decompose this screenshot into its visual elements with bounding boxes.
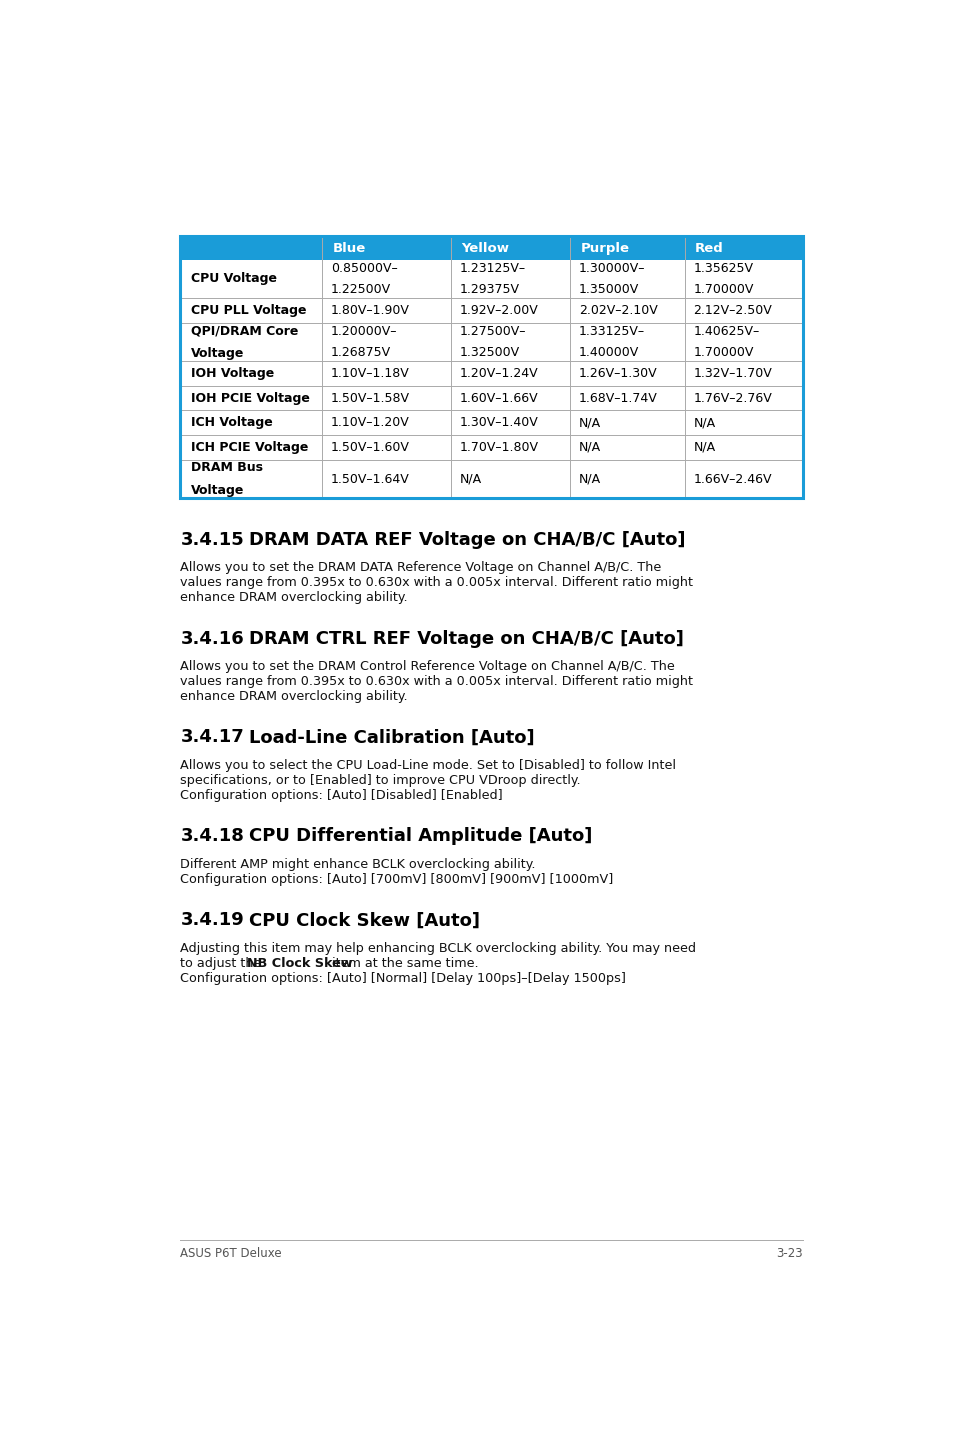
Text: Allows you to set the DRAM Control Reference Voltage on Channel A/B/C. The: Allows you to set the DRAM Control Refer… bbox=[180, 660, 675, 673]
Bar bbox=[180, 298, 802, 322]
Text: 1.68V–1.74V: 1.68V–1.74V bbox=[578, 391, 657, 404]
Text: 1.23125V–: 1.23125V– bbox=[459, 262, 525, 275]
Text: Red: Red bbox=[695, 242, 723, 255]
Text: 1.27500V–: 1.27500V– bbox=[459, 325, 525, 338]
Text: 1.32V–1.70V: 1.32V–1.70V bbox=[693, 367, 772, 380]
Text: 1.35625V: 1.35625V bbox=[693, 262, 753, 275]
Text: N/A: N/A bbox=[693, 417, 715, 430]
Text: Allows you to select the CPU Load-Line mode. Set to [Disabled] to follow Intel: Allows you to select the CPU Load-Line m… bbox=[180, 759, 676, 772]
Text: Yellow: Yellow bbox=[460, 242, 509, 255]
Text: 1.32500V: 1.32500V bbox=[459, 347, 519, 360]
Text: values range from 0.395x to 0.630x with a 0.005x interval. Different ratio might: values range from 0.395x to 0.630x with … bbox=[180, 577, 693, 590]
Bar bbox=[180, 460, 802, 499]
Text: 1.76V–2.76V: 1.76V–2.76V bbox=[693, 391, 772, 404]
Text: ICH PCIE Voltage: ICH PCIE Voltage bbox=[191, 441, 308, 454]
Text: 2.12V–2.50V: 2.12V–2.50V bbox=[693, 303, 772, 316]
Text: Allows you to set the DRAM DATA Reference Voltage on Channel A/B/C. The: Allows you to set the DRAM DATA Referenc… bbox=[180, 561, 661, 574]
Text: IOH Voltage: IOH Voltage bbox=[191, 367, 274, 380]
Text: 1.50V–1.64V: 1.50V–1.64V bbox=[331, 473, 409, 486]
Text: to adjust the: to adjust the bbox=[180, 958, 266, 971]
Text: CPU PLL Voltage: CPU PLL Voltage bbox=[191, 303, 306, 316]
Text: 1.66V–2.46V: 1.66V–2.46V bbox=[693, 473, 771, 486]
Text: enhance DRAM overclocking ability.: enhance DRAM overclocking ability. bbox=[180, 690, 408, 703]
Text: 2.02V–2.10V: 2.02V–2.10V bbox=[578, 303, 657, 316]
Text: Voltage: Voltage bbox=[191, 483, 244, 496]
Text: DRAM DATA REF Voltage on CHA/B/C [Auto]: DRAM DATA REF Voltage on CHA/B/C [Auto] bbox=[249, 531, 684, 549]
Text: 1.10V–1.20V: 1.10V–1.20V bbox=[331, 417, 409, 430]
Text: 1.29375V: 1.29375V bbox=[459, 283, 519, 296]
Text: N/A: N/A bbox=[578, 441, 600, 454]
Text: 1.30000V–: 1.30000V– bbox=[578, 262, 644, 275]
Text: NB Clock Skew: NB Clock Skew bbox=[247, 958, 352, 971]
Bar bbox=[180, 322, 802, 361]
Text: 1.10V–1.18V: 1.10V–1.18V bbox=[331, 367, 409, 380]
Text: item at the same time.: item at the same time. bbox=[328, 958, 478, 971]
Text: Load-Line Calibration [Auto]: Load-Line Calibration [Auto] bbox=[249, 729, 534, 746]
Text: 1.70000V: 1.70000V bbox=[693, 347, 753, 360]
Text: 1.60V–1.66V: 1.60V–1.66V bbox=[459, 391, 537, 404]
Text: 1.20V–1.24V: 1.20V–1.24V bbox=[459, 367, 537, 380]
Text: 3.4.18: 3.4.18 bbox=[180, 827, 244, 846]
Text: Purple: Purple bbox=[579, 242, 629, 255]
Text: 1.40000V: 1.40000V bbox=[578, 347, 639, 360]
Text: 1.50V–1.60V: 1.50V–1.60V bbox=[331, 441, 409, 454]
Text: CPU Clock Skew [Auto]: CPU Clock Skew [Auto] bbox=[249, 912, 479, 929]
Text: N/A: N/A bbox=[578, 417, 600, 430]
Text: 0.85000V–: 0.85000V– bbox=[331, 262, 397, 275]
Bar bbox=[180, 260, 802, 298]
Bar bbox=[180, 436, 802, 460]
Text: enhance DRAM overclocking ability.: enhance DRAM overclocking ability. bbox=[180, 591, 408, 604]
Text: N/A: N/A bbox=[693, 441, 715, 454]
Text: DRAM Bus: DRAM Bus bbox=[191, 462, 262, 475]
Text: 1.26875V: 1.26875V bbox=[331, 347, 391, 360]
Text: QPI/DRAM Core: QPI/DRAM Core bbox=[191, 325, 297, 338]
Text: Blue: Blue bbox=[332, 242, 365, 255]
Text: IOH PCIE Voltage: IOH PCIE Voltage bbox=[191, 391, 309, 404]
Text: 3.4.15: 3.4.15 bbox=[180, 531, 244, 549]
Text: Adjusting this item may help enhancing BCLK overclocking ability. You may need: Adjusting this item may help enhancing B… bbox=[180, 942, 696, 955]
Text: DRAM CTRL REF Voltage on CHA/B/C [Auto]: DRAM CTRL REF Voltage on CHA/B/C [Auto] bbox=[249, 630, 683, 647]
Text: ICH Voltage: ICH Voltage bbox=[191, 417, 272, 430]
Text: ASUS P6T Deluxe: ASUS P6T Deluxe bbox=[180, 1247, 282, 1260]
Text: 1.22500V: 1.22500V bbox=[331, 283, 391, 296]
Text: 1.35000V: 1.35000V bbox=[578, 283, 639, 296]
Text: CPU Voltage: CPU Voltage bbox=[191, 272, 276, 285]
Text: 1.26V–1.30V: 1.26V–1.30V bbox=[578, 367, 657, 380]
Text: 1.80V–1.90V: 1.80V–1.90V bbox=[331, 303, 409, 316]
Text: 1.70V–1.80V: 1.70V–1.80V bbox=[459, 441, 537, 454]
Text: 3.4.17: 3.4.17 bbox=[180, 729, 244, 746]
Text: 1.40625V–: 1.40625V– bbox=[693, 325, 759, 338]
Text: N/A: N/A bbox=[578, 473, 600, 486]
Text: 1.20000V–: 1.20000V– bbox=[331, 325, 396, 338]
Bar bbox=[180, 236, 802, 260]
Text: specifications, or to [Enabled] to improve CPU VDroop directly.: specifications, or to [Enabled] to impro… bbox=[180, 774, 580, 788]
Text: CPU Differential Amplitude [Auto]: CPU Differential Amplitude [Auto] bbox=[249, 827, 592, 846]
Text: Voltage: Voltage bbox=[191, 347, 244, 360]
Bar bbox=[180, 385, 802, 410]
Text: 3.4.16: 3.4.16 bbox=[180, 630, 244, 647]
Text: N/A: N/A bbox=[459, 473, 481, 486]
Text: Configuration options: [Auto] [700mV] [800mV] [900mV] [1000mV]: Configuration options: [Auto] [700mV] [8… bbox=[180, 873, 613, 886]
Text: 1.30V–1.40V: 1.30V–1.40V bbox=[459, 417, 537, 430]
Text: values range from 0.395x to 0.630x with a 0.005x interval. Different ratio might: values range from 0.395x to 0.630x with … bbox=[180, 676, 693, 689]
Text: Configuration options: [Auto] [Normal] [Delay 100ps]–[Delay 1500ps]: Configuration options: [Auto] [Normal] [… bbox=[180, 972, 626, 985]
Text: 1.33125V–: 1.33125V– bbox=[578, 325, 644, 338]
Bar bbox=[180, 236, 802, 499]
Text: 1.92V–2.00V: 1.92V–2.00V bbox=[459, 303, 537, 316]
Bar bbox=[180, 361, 802, 385]
Text: 3-23: 3-23 bbox=[776, 1247, 802, 1260]
Bar bbox=[180, 410, 802, 436]
Text: 1.50V–1.58V: 1.50V–1.58V bbox=[331, 391, 410, 404]
Text: Different AMP might enhance BCLK overclocking ability.: Different AMP might enhance BCLK overclo… bbox=[180, 858, 536, 871]
Text: Configuration options: [Auto] [Disabled] [Enabled]: Configuration options: [Auto] [Disabled]… bbox=[180, 789, 502, 802]
Text: 1.70000V: 1.70000V bbox=[693, 283, 753, 296]
Text: 3.4.19: 3.4.19 bbox=[180, 912, 244, 929]
